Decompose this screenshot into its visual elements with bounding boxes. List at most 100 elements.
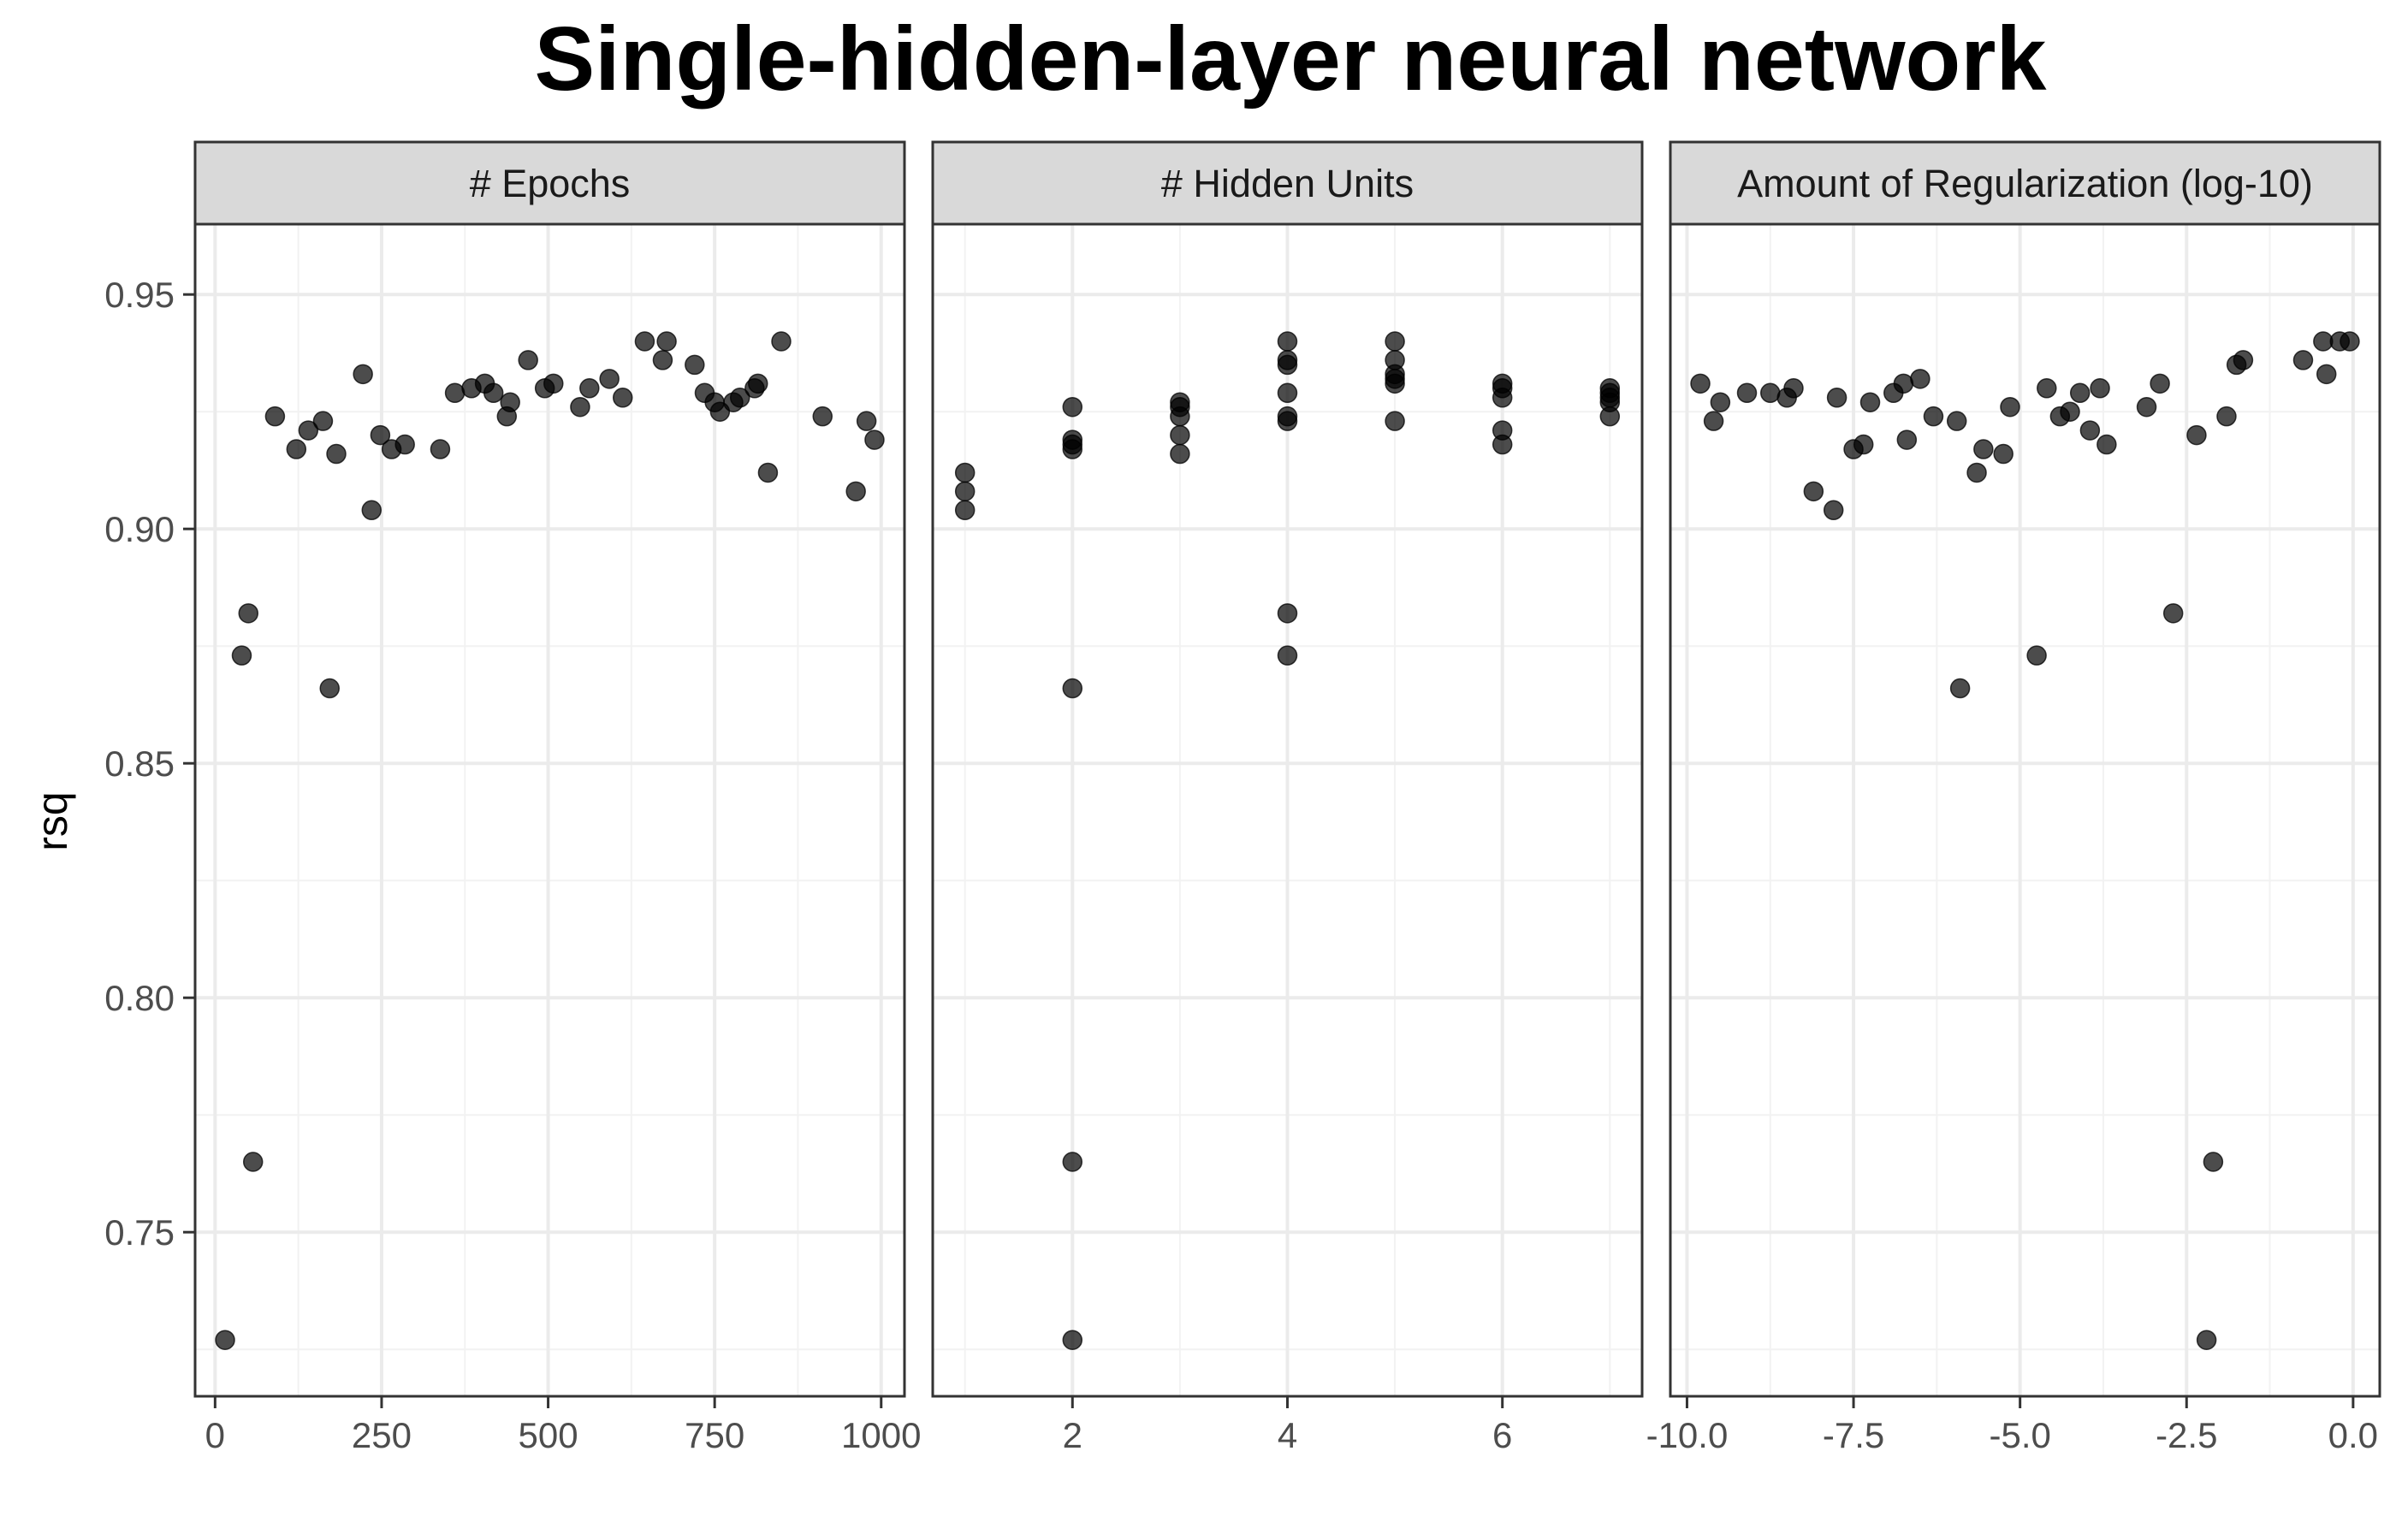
data-point [543, 373, 564, 394]
data-point [856, 411, 877, 431]
data-point [1062, 1152, 1083, 1172]
data-point [2340, 331, 2360, 352]
data-point [1277, 603, 1298, 624]
data-point [361, 500, 383, 521]
data-point [1803, 481, 1824, 502]
data-point [1859, 392, 1881, 412]
x-tick-label: 500 [519, 1415, 578, 1455]
facet-strip [193, 140, 906, 226]
data-point [2292, 350, 2314, 370]
data-point [2233, 350, 2254, 370]
data-point [1492, 434, 1513, 455]
data-point [312, 411, 334, 431]
data-point [1385, 373, 1405, 394]
data-point [2090, 378, 2110, 399]
data-point [370, 424, 391, 446]
y-tick-label: 0.80 [104, 978, 175, 1018]
data-point [954, 481, 976, 502]
x-tick-label: 6 [1492, 1415, 1512, 1455]
x-tick-label: 0 [205, 1415, 225, 1455]
y-axis-label: rsq [28, 791, 76, 850]
data-point [231, 645, 252, 666]
data-point [264, 406, 286, 427]
panel-2: # Hidden Units 2 4 6 [931, 140, 1644, 1455]
data-point [444, 382, 466, 404]
facet-panels: # Epochs 0 250 500 750 1000 # Hidden Units 2 4 6 A… [193, 140, 2381, 1455]
data-point [2216, 406, 2237, 427]
data-point [771, 331, 792, 352]
data-point [1760, 382, 1781, 404]
data-point [1062, 678, 1083, 699]
data-point [954, 462, 976, 483]
data-point [1277, 411, 1298, 431]
x-tick-label: 1000 [841, 1415, 921, 1455]
data-point [242, 1152, 264, 1172]
data-point [2186, 424, 2207, 446]
data-point [518, 350, 538, 370]
data-point [2060, 401, 2080, 422]
data-point [1973, 439, 1994, 459]
x-tick-label: 0.0 [2328, 1415, 2378, 1455]
data-point [2196, 1330, 2217, 1350]
data-point [1385, 411, 1405, 431]
data-point [298, 420, 319, 441]
data-point [845, 481, 866, 502]
x-tick-label: 250 [352, 1415, 412, 1455]
facet-strip-label: # Epochs [470, 162, 631, 205]
data-point [1277, 645, 1298, 666]
data-point [483, 382, 504, 404]
facet-strip [931, 140, 1644, 226]
data-point [2203, 1152, 2224, 1172]
x-tick-label: 2 [1063, 1415, 1082, 1455]
facet-strip-label: # Hidden Units [1161, 162, 1414, 205]
data-point [1949, 678, 1971, 699]
data-point [1062, 396, 1083, 418]
data-point [1062, 1330, 1083, 1350]
data-point [748, 373, 768, 394]
data-point [656, 331, 677, 352]
data-point [2313, 331, 2334, 352]
data-point [599, 369, 620, 389]
data-point [1893, 373, 1914, 394]
data-point [1923, 406, 1944, 427]
data-point [319, 678, 340, 699]
data-point [394, 434, 415, 455]
data-point [864, 429, 885, 450]
facet-strip-label: Amount of Regularization (log-10) [1737, 162, 2313, 205]
data-point [812, 406, 833, 427]
data-point [215, 1330, 235, 1350]
x-tick-label: -2.5 [2156, 1415, 2217, 1455]
data-point [2079, 420, 2101, 441]
data-point [570, 396, 590, 418]
data-point [2162, 603, 2184, 624]
data-point [1170, 424, 1190, 446]
y-tick-label: 0.90 [104, 509, 175, 549]
panel-1: # Epochs 0 250 500 750 1000 [193, 140, 921, 1455]
data-point [1062, 439, 1083, 459]
y-axis: 0.75 0.80 0.85 0.90 0.95 [104, 275, 195, 1253]
x-tick-label: -10.0 [1646, 1415, 1729, 1455]
data-point [1966, 462, 1987, 483]
data-point [1385, 331, 1405, 352]
chart-title: Single-hidden-layer neural network [534, 9, 2047, 110]
data-point [1783, 378, 1804, 399]
data-point [2037, 378, 2057, 399]
panel-3: Amount of Regularization (log-10) -10.0 -7… [1646, 140, 2381, 1455]
y-tick-label: 0.95 [104, 275, 175, 315]
data-point [634, 331, 655, 352]
data-point [1170, 443, 1190, 465]
data-point [2150, 373, 2170, 394]
data-point [1910, 369, 1930, 389]
data-point [729, 388, 750, 408]
data-point [353, 364, 373, 385]
x-tick-label: -7.5 [1823, 1415, 1884, 1455]
x-tick-label: -5.0 [1989, 1415, 2050, 1455]
data-point [1277, 331, 1298, 352]
x-tick-label: 750 [685, 1415, 744, 1455]
data-point [2000, 396, 2020, 418]
data-point [954, 500, 976, 521]
data-point [1599, 406, 1621, 427]
data-point [757, 462, 779, 483]
data-point [1826, 388, 1847, 408]
y-tick-label: 0.75 [104, 1212, 175, 1253]
